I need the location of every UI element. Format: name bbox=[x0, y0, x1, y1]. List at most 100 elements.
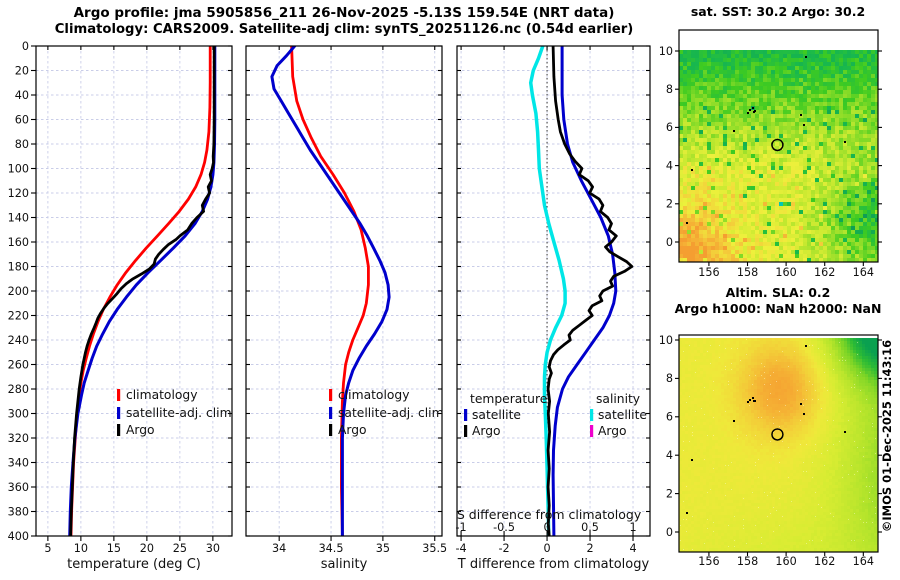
x-tick-label: 20 bbox=[140, 542, 154, 555]
temperature-profile-panel: 5 10 15 20 25 3002040608010012014016018020022… bbox=[8, 40, 233, 572]
series-T-satellite bbox=[551, 46, 618, 536]
depth-tick-label: 200 bbox=[8, 285, 29, 298]
legend-marker bbox=[117, 424, 121, 436]
x-axis-label: T difference from climatology bbox=[457, 557, 650, 572]
legend-label: satellite-adj. clim bbox=[126, 406, 232, 420]
legend-label: satellite-adj. clim bbox=[338, 406, 444, 420]
depth-tick-label: 160 bbox=[8, 236, 29, 249]
salinity-profile-panel: 34 34.5 35 35.5 salinity climatology satellite… bbox=[245, 45, 447, 572]
main-title: Argo profile: jma 5905856_211 26-Nov-202… bbox=[73, 5, 615, 21]
map-border bbox=[678, 334, 879, 553]
x-tick-label: 25 bbox=[173, 542, 187, 555]
sub-title: Climatology: CARS2009. Satellite-adj cli… bbox=[54, 22, 634, 37]
legend-marker bbox=[464, 425, 468, 437]
curves bbox=[270, 46, 391, 536]
difference-profile-panel: -4 -2 0 2 4 T difference from climatology S di… bbox=[456, 45, 651, 572]
x-tick-label: 34.5 bbox=[319, 542, 344, 555]
x-tick-label: 10 bbox=[74, 542, 88, 555]
x-tick-label: -2 bbox=[498, 542, 509, 555]
legend-marker bbox=[329, 424, 333, 436]
legend-label: satellite bbox=[472, 408, 521, 422]
depth-tick-label: 360 bbox=[8, 481, 29, 494]
depth-tick-label: 220 bbox=[8, 309, 29, 322]
inner-s-axis: S difference from climatology-1 -0.5 0 0.5 1 bbox=[456, 507, 642, 536]
map-y-tick-label: 2 bbox=[666, 198, 673, 211]
depth-tick-label: 100 bbox=[8, 162, 29, 175]
legend-column-title: salinity bbox=[596, 392, 640, 406]
curves bbox=[528, 46, 634, 536]
map-x-tick-label: 164 bbox=[853, 266, 874, 279]
grid bbox=[246, 46, 442, 536]
map-ticks bbox=[675, 50, 882, 266]
map-x-tick-label: 158 bbox=[737, 555, 758, 568]
x-tick-label: 4 bbox=[629, 542, 636, 555]
legend-marker bbox=[590, 409, 594, 421]
depth-tick-label: 120 bbox=[8, 187, 29, 200]
axis-ticks bbox=[31, 45, 232, 541]
legend-marker bbox=[329, 407, 333, 419]
map-x-tick-label: 162 bbox=[814, 266, 835, 279]
map-x-tick-label: 162 bbox=[814, 555, 835, 568]
map-y-tick-label: 8 bbox=[666, 83, 673, 96]
inner-tick-label: 0.5 bbox=[581, 521, 599, 534]
sst-map-canvas bbox=[679, 30, 878, 262]
grid bbox=[36, 46, 232, 536]
map-y-tick-label: 8 bbox=[666, 372, 673, 385]
x-tick-label: 5 bbox=[44, 542, 51, 555]
legend-label: satellite bbox=[598, 408, 647, 422]
x-tick-label: 34 bbox=[272, 542, 286, 555]
map-x-tick-label: 160 bbox=[775, 266, 796, 279]
map-x-tick-label: 156 bbox=[698, 555, 719, 568]
map-x-tick-label: 164 bbox=[853, 555, 874, 568]
map-x-tick-label: 158 bbox=[737, 266, 758, 279]
sla-map-canvas bbox=[679, 335, 878, 552]
sla-map-subtitle: Argo h1000: NaN h2000: NaN bbox=[674, 301, 882, 316]
inner-axis-label: S difference from climatology bbox=[457, 507, 642, 522]
x-axis-label: salinity bbox=[321, 557, 368, 572]
map-x-tick-label: 156 bbox=[698, 266, 719, 279]
x-tick-label: -4 bbox=[456, 542, 467, 555]
legend: climatology satellite-adj. clim Argo bbox=[117, 388, 232, 437]
map-y-tick-label: 6 bbox=[666, 121, 673, 134]
map-y-tick-label: 0 bbox=[666, 526, 673, 539]
legend-label: Argo bbox=[338, 423, 367, 437]
map-y-tick-label: 0 bbox=[666, 236, 673, 249]
grid bbox=[457, 46, 650, 536]
inner-tick-label: 1 bbox=[629, 521, 636, 534]
sst-map-title: sat. SST: 30.2 Argo: 30.2 bbox=[690, 4, 866, 19]
series-T-Argo bbox=[546, 46, 634, 536]
sst-map-axes: 156 158 160 162 164 0 2 4 6 8 10 bbox=[659, 29, 882, 279]
series-S-satellite bbox=[528, 46, 567, 536]
x-tick-label: 0 bbox=[543, 542, 550, 555]
axis-ticks bbox=[246, 45, 442, 541]
map-y-tick-label: 10 bbox=[659, 45, 673, 58]
copyright-vertical: ©IMOS 01-Dec-2025 11:43:16 bbox=[880, 339, 894, 533]
x-tick-label: 2 bbox=[586, 542, 593, 555]
legend-marker bbox=[329, 389, 333, 401]
depth-tick-label: 20 bbox=[15, 64, 29, 77]
legend-marker bbox=[117, 407, 121, 419]
series-satellite-adj. clim bbox=[270, 46, 391, 536]
depth-tick-label: 400 bbox=[8, 530, 29, 543]
legend-label: Argo bbox=[126, 423, 155, 437]
x-axis-label: temperature (deg C) bbox=[67, 557, 201, 572]
map-border bbox=[678, 29, 879, 263]
map-y-tick-label: 4 bbox=[666, 449, 673, 462]
inner-tick-label: -0.5 bbox=[493, 521, 515, 534]
legend: temperature satellite Argo salinity satellit… bbox=[464, 392, 647, 438]
depth-tick-label: 60 bbox=[15, 113, 29, 126]
depth-tick-label: 140 bbox=[8, 211, 29, 224]
depth-tick-label: 280 bbox=[8, 383, 29, 396]
sla-map-title: Altim. SLA: 0.2 bbox=[725, 285, 831, 300]
depth-tick-label: 260 bbox=[8, 358, 29, 371]
depth-tick-label: 0 bbox=[22, 40, 29, 53]
series-Argo bbox=[69, 46, 216, 536]
x-tick-label: 35.5 bbox=[422, 542, 447, 555]
x-tick-label: 30 bbox=[206, 542, 220, 555]
legend-column-title: temperature bbox=[470, 392, 547, 406]
legend-label: Argo bbox=[472, 424, 501, 438]
depth-tick-label: 300 bbox=[8, 407, 29, 420]
x-tick-label: 15 bbox=[107, 542, 121, 555]
depth-tick-label: 180 bbox=[8, 260, 29, 273]
